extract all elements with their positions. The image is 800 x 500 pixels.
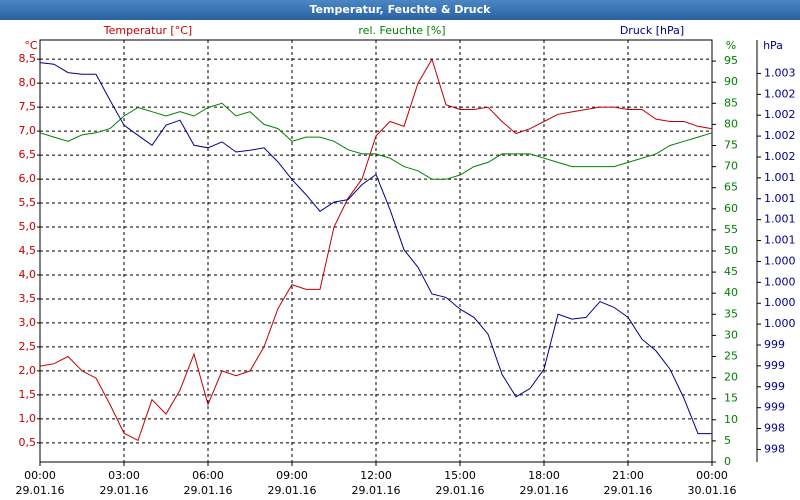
- y3-tick-label: 1.001: [764, 234, 796, 247]
- y2-tick-label: 75: [724, 139, 738, 152]
- x-tick-date: 29.01.16: [184, 484, 233, 497]
- series-line: [39, 62, 712, 435]
- y2-axis-unit: %: [726, 39, 736, 52]
- y2-tick-label: 25: [724, 350, 738, 363]
- y2-tick-label: 35: [724, 307, 738, 320]
- y2-tick-label: 70: [724, 160, 738, 173]
- chart-title: Temperatur, Feuchte & Druck: [310, 3, 492, 16]
- y2-tick-label: 40: [724, 286, 738, 299]
- y3-tick-label: 999: [764, 338, 785, 351]
- y2-tick-label: 15: [724, 392, 738, 405]
- x-tick-date: 30.01.16: [688, 484, 737, 497]
- y3-tick-label: 1.002: [764, 108, 796, 121]
- x-tick-label: 21:00: [612, 469, 644, 482]
- x-tick-date: 29.01.16: [604, 484, 653, 497]
- x-tick-date: 29.01.16: [520, 484, 569, 497]
- y3-tick-label: 1.003: [764, 66, 796, 79]
- legend-entry: rel. Feuchte [%]: [358, 24, 445, 37]
- y3-tick-label: 1.001: [764, 213, 796, 226]
- y2-tick-label: 50: [724, 244, 738, 257]
- x-tick-date: 29.01.16: [352, 484, 401, 497]
- y3-axis-unit: hPa: [763, 39, 783, 52]
- y-tick-label: 6,0: [19, 172, 37, 185]
- y-tick-label: 1,0: [19, 412, 37, 425]
- y-tick-label: 3,0: [19, 316, 37, 329]
- y3-tick-label: 999: [764, 380, 785, 393]
- legend-entry: Temperatur [°C]: [103, 24, 192, 37]
- y-tick-label: 4,5: [19, 244, 37, 257]
- y-tick-label: 5,0: [19, 220, 37, 233]
- y3-tick-label: 1.002: [764, 87, 796, 100]
- y2-tick-label: 85: [724, 96, 738, 109]
- y3-tick-label: 999: [764, 359, 785, 372]
- x-tick-date: 29.01.16: [100, 484, 149, 497]
- y-tick-label: 2,0: [19, 364, 37, 377]
- y3-tick-label: 1.000: [764, 254, 796, 267]
- y3-tick-label: 999: [764, 401, 785, 414]
- x-tick-label: 03:00: [108, 469, 140, 482]
- y3-tick-label: 1.001: [764, 171, 796, 184]
- title-bar: [0, 0, 800, 20]
- y3-tick-label: 1.002: [764, 129, 796, 142]
- y3-tick-label: 998: [764, 422, 785, 435]
- y-tick-label: 6,5: [19, 148, 37, 161]
- y2-tick-label: 20: [724, 371, 738, 384]
- y-tick-label: 0,5: [19, 436, 37, 449]
- y-tick-label: 2,5: [19, 340, 37, 353]
- series-line: [39, 57, 713, 442]
- x-tick-date: 29.01.16: [268, 484, 317, 497]
- x-tick-label: 18:00: [528, 469, 560, 482]
- y2-tick-label: 5: [724, 434, 731, 447]
- y2-tick-label: 65: [724, 181, 738, 194]
- y-tick-label: 1,5: [19, 388, 37, 401]
- y2-tick-label: 0: [724, 455, 731, 468]
- y-tick-label: 7,5: [19, 100, 37, 113]
- y2-tick-label: 30: [724, 328, 738, 341]
- y-tick-label: 4,0: [19, 268, 37, 281]
- x-tick-label: 09:00: [276, 469, 308, 482]
- y-tick-label: 5,5: [19, 196, 37, 209]
- y2-tick-label: 60: [724, 202, 738, 215]
- y3-tick-label: 1.000: [764, 296, 796, 309]
- y3-tick-label: 1.000: [764, 317, 796, 330]
- x-tick-label: 00:00: [24, 469, 56, 482]
- y-axis-unit: °C: [24, 39, 38, 52]
- y2-tick-label: 80: [724, 117, 738, 130]
- plot-frame: [39, 39, 713, 463]
- y2-tick-label: 45: [724, 265, 738, 278]
- y-tick-label: 7,0: [19, 124, 37, 137]
- x-tick-label: 06:00: [192, 469, 224, 482]
- y2-tick-label: 55: [724, 223, 738, 236]
- legend-entry: Druck [hPa]: [620, 24, 684, 37]
- y3-tick-label: 1.001: [764, 192, 796, 205]
- y2-tick-label: 10: [724, 413, 738, 426]
- series-line: [39, 102, 713, 180]
- y3-tick-label: 1.002: [764, 150, 796, 163]
- x-tick-date: 29.01.16: [436, 484, 485, 497]
- x-tick-label: 12:00: [360, 469, 392, 482]
- x-tick-label: 15:00: [444, 469, 476, 482]
- y-tick-label: 3,5: [19, 292, 37, 305]
- y-tick-label: 8,5: [19, 52, 37, 65]
- y3-tick-label: 998: [764, 442, 785, 455]
- x-tick-date: 29.01.16: [16, 484, 65, 497]
- y3-tick-label: 1.000: [764, 275, 796, 288]
- y2-tick-label: 95: [724, 54, 738, 67]
- y2-tick-label: 90: [724, 75, 738, 88]
- x-tick-label: 00:00: [696, 469, 728, 482]
- y-tick-label: 8,0: [19, 76, 37, 89]
